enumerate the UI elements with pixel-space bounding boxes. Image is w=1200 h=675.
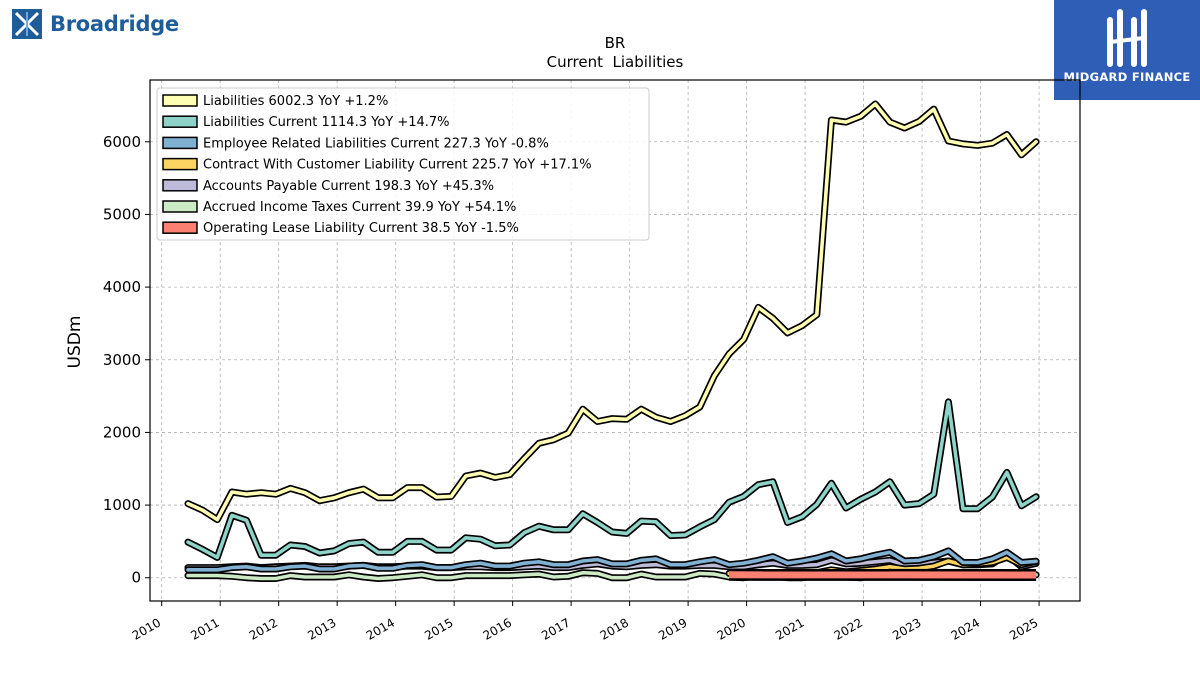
- x-tick-label: 2021: [773, 615, 806, 642]
- legend-swatch: [162, 136, 198, 150]
- x-tick-label: 2014: [364, 615, 397, 642]
- y-axis-label: USDm: [65, 316, 85, 369]
- legend-label: Contract With Customer Liability Current…: [203, 158, 592, 173]
- midgard-finance-logo: MIDGARD FINANCE: [1054, 0, 1200, 100]
- broadridge-mark-icon: [12, 9, 42, 39]
- legend-label: Employee Related Liabilities Current 227…: [203, 136, 549, 151]
- y-tick-label: 1000: [103, 496, 141, 514]
- broadridge-logo: Broadridge: [12, 6, 182, 42]
- series-outline-liabilities-current: [184, 398, 1040, 561]
- midgard-wordmark: MIDGARD FINANCE: [1063, 70, 1191, 84]
- x-tick-label: 2019: [656, 615, 689, 642]
- x-tick-label: 2023: [890, 615, 923, 642]
- x-tick-label: 2025: [1007, 615, 1040, 642]
- chart-subtitle: Current Liabilities: [547, 53, 684, 71]
- midgard-monogram-icon: [1107, 9, 1147, 67]
- legend-label: Operating Lease Liability Current 38.5 Y…: [203, 221, 519, 236]
- chart-title: BR: [605, 34, 626, 52]
- legend-swatch: [162, 94, 198, 107]
- legend-swatch: [162, 157, 198, 171]
- broadridge-wordmark: Broadridge: [50, 12, 179, 36]
- x-tick-label: 2024: [949, 615, 982, 642]
- series-line-employee-related-liabilities-current: [186, 549, 1038, 572]
- x-tick-label: 2020: [715, 615, 748, 642]
- grid: [150, 80, 1080, 601]
- legend-swatch: [162, 179, 198, 192]
- series-group: [184, 100, 1040, 582]
- y-tick-label: 4000: [103, 278, 141, 296]
- series-line-liabilities-current: [186, 400, 1038, 560]
- x-tick-label: 2017: [539, 615, 572, 642]
- x-tick-label: 2011: [188, 615, 221, 642]
- x-tick-label: 2022: [832, 615, 865, 642]
- x-tick-label: 2010: [130, 615, 163, 642]
- legend: Liabilities 6002.3 YoY +1.2% Liabilities …: [156, 87, 650, 241]
- y-tick-label: 0: [131, 569, 141, 587]
- legend-label: Liabilities Current 1114.3 YoY +14.7%: [203, 115, 450, 130]
- x-tick-label: 2015: [422, 615, 455, 642]
- x-tick-label: 2012: [247, 615, 280, 642]
- x-tick-label: 2018: [598, 615, 631, 642]
- x-tick-label: 2016: [481, 615, 514, 642]
- y-tick-label: 5000: [103, 205, 141, 223]
- y-tick-label: 6000: [103, 133, 141, 151]
- y-tick-label: 3000: [103, 351, 141, 369]
- plot-frame: [149, 79, 1081, 602]
- legend-swatch: [162, 221, 198, 234]
- legend-box: [156, 87, 650, 241]
- legend-label: Accrued Income Taxes Current 39.9 YoY +5…: [203, 200, 516, 215]
- y-tick-label: 2000: [103, 423, 141, 441]
- x-tick-label: 2013: [305, 615, 338, 642]
- legend-swatch: [162, 115, 198, 128]
- legend-swatch: [162, 200, 198, 213]
- series-line-liabilities: [186, 102, 1038, 522]
- legend-label: Accounts Payable Current 198.3 YoY +45.3…: [203, 179, 494, 194]
- legend-label: Liabilities 6002.3 YoY +1.2%: [203, 94, 388, 109]
